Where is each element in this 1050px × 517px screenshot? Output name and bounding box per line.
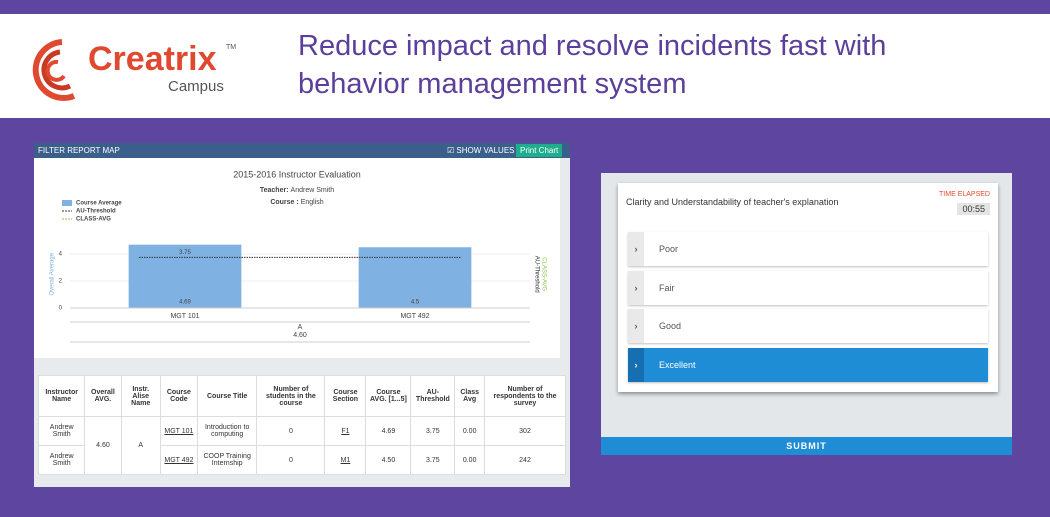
column-header: Number of respondents to the survey <box>484 375 566 417</box>
logo-name: Creatrix <box>88 40 217 78</box>
y2-axis-label: CLASS-AVG <box>540 257 546 291</box>
header-row: Instructor Name Overall AVG. Instr. Alise … <box>37 375 566 417</box>
course-label: Course : <box>270 199 298 206</box>
value-label: 4.69 <box>179 300 191 306</box>
logo-tm: TM <box>226 44 237 51</box>
table-cell: 0 <box>256 416 326 446</box>
column-header: Instructor Name <box>37 375 86 417</box>
y2-axis-label: AU-Threshold <box>533 256 539 293</box>
timer: 00:55 <box>957 203 990 215</box>
column-header: AU-Threshold <box>410 375 456 417</box>
table-cell: 4.60 <box>84 416 122 475</box>
column-header: Course Title <box>196 375 258 417</box>
show-values-label: SHOW VALUES <box>456 146 515 155</box>
course: Course : English <box>270 199 323 206</box>
headline: behavior management system <box>298 68 687 100</box>
teacher-label: Teacher: <box>260 187 289 194</box>
answer-option[interactable]: › Poor <box>628 232 988 266</box>
table-cell: 0.00 <box>454 445 486 475</box>
column-header: Course Code <box>159 375 198 417</box>
option-label: Excellent <box>659 359 696 370</box>
submit-button[interactable]: SUBMIT <box>601 437 1012 455</box>
column-header: Overall AVG. <box>84 375 122 417</box>
toolbar: FILTER REPORT MAP ☑ SHOW VALUES Print Ch… <box>34 143 570 158</box>
table-cell: 302 <box>484 416 566 446</box>
chevron: › <box>628 232 644 266</box>
table-cell: 4.69 <box>365 416 412 446</box>
teacher-name: Andrew Smith <box>291 187 335 194</box>
table-row: Andrew Smith MGT 492 COOP Training Interns… <box>37 445 566 475</box>
table-cell: M1 <box>324 445 367 475</box>
bar <box>128 244 242 308</box>
table-row: Andrew Smith 4.60 A MGT 101 Introduction to … <box>37 416 566 475</box>
logo-mark <box>32 39 76 101</box>
table-cell: 3.75 <box>410 445 456 475</box>
question: Clarity and Understandability of teacher… <box>626 197 839 207</box>
print-button[interactable]: Print Chart <box>516 144 563 157</box>
x-tick-label: MGT 492 <box>400 313 429 320</box>
logo-sub: Campus <box>168 78 224 95</box>
table-cell: A <box>120 416 161 475</box>
y-tick-label: 4 <box>59 252 63 258</box>
table-cell: Andrew Smith <box>37 416 86 446</box>
headline: Reduce impact and resolve incidents fast… <box>298 30 887 62</box>
table-cell: 3.75 <box>410 416 456 446</box>
column-header: Instr. Alise Name <box>120 375 161 417</box>
group-value: 4.60 <box>293 332 307 339</box>
legend-label: AU-Threshold <box>76 209 116 215</box>
table-cell: 242 <box>484 445 566 475</box>
threshold-label: 3.75 <box>179 250 191 256</box>
table-cell: Andrew Smith <box>37 445 86 475</box>
toolbar-title: FILTER REPORT MAP <box>38 146 120 155</box>
table-cell: 0 <box>256 445 326 475</box>
course-name: English <box>301 199 324 206</box>
timer-label: TIME ELAPSED <box>939 191 990 198</box>
chevron: › <box>628 309 644 343</box>
option-label: Poor <box>659 244 679 254</box>
column-header: Course AVG. [1...5] <box>365 375 412 417</box>
answer-option[interactable]: › Fair <box>628 270 988 305</box>
legend-label: CLASS-AVG <box>76 217 111 223</box>
option-label: Good <box>659 321 682 331</box>
legend-label: Course Average <box>76 201 122 207</box>
chevron: › <box>628 270 644 305</box>
answer-option[interactable]: › Good <box>628 309 988 343</box>
table-cell: MGT 492 <box>159 445 198 475</box>
column-header: Class Avg <box>454 375 486 417</box>
legend-swatch <box>62 200 72 206</box>
chart-title: 2015-2016 Instructor Evaluation <box>233 169 361 179</box>
show-values[interactable]: ☑ SHOW VALUES <box>447 146 515 155</box>
answer-option[interactable]: › Excellent <box>628 347 988 382</box>
top-band <box>0 0 1050 14</box>
y-tick-label: 2 <box>59 279 63 285</box>
group-label: A <box>298 324 303 331</box>
x-tick-label: MGT 101 <box>170 313 199 320</box>
table-cell: MGT 101 <box>159 416 198 446</box>
table-cell: COOP Training Internship <box>196 445 258 475</box>
column-header: Course Section <box>324 375 367 417</box>
teacher: Teacher: Andrew Smith <box>260 187 334 194</box>
table-cell: F1 <box>324 416 367 446</box>
table-cell: 0.00 <box>454 416 486 446</box>
table-cell: 4.50 <box>365 445 412 475</box>
quiz-card: Clarity and Understandability of teacher… <box>618 183 998 392</box>
report-table: Instructor Name Overall AVG. Instr. Alise … <box>37 375 566 475</box>
quiz-panel: Clarity and Understandability of teacher… <box>601 173 1012 455</box>
column-header: Number of students in the course <box>256 375 326 417</box>
chevron: › <box>628 347 644 382</box>
value-label: 4.5 <box>411 300 420 306</box>
y-axis-label: Overall Average <box>50 252 56 295</box>
report-panel: FILTER REPORT MAP ☑ SHOW VALUES Print Ch… <box>34 143 570 487</box>
option-label: Fair <box>659 282 675 293</box>
header: Creatrix TM Campus Reduce impact and res… <box>0 14 1050 118</box>
table-cell: Introduction to computing <box>196 416 258 446</box>
y-tick-label: 0 <box>59 306 63 312</box>
